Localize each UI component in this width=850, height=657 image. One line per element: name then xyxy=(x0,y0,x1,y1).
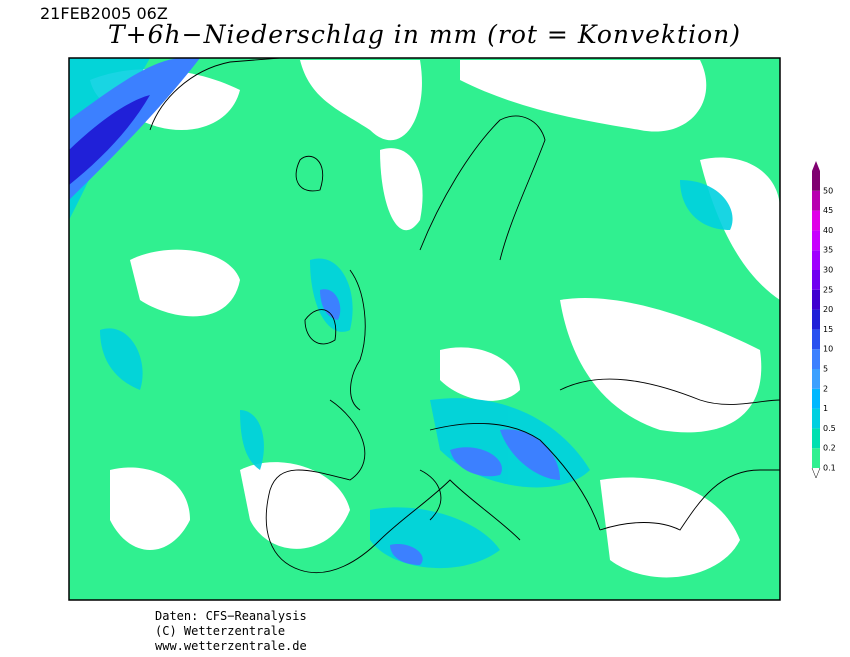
map-frame xyxy=(68,57,781,601)
footer-line: Daten: CFS−Reanalysis xyxy=(155,609,307,623)
title: T+6h−Niederschlag in mm (rot = Konvektio… xyxy=(108,20,741,49)
very-heavy-area xyxy=(69,95,150,185)
coastline xyxy=(149,58,780,574)
heavy-area xyxy=(69,58,560,565)
footer-line: www.wetterzentrale.de xyxy=(155,639,307,653)
legend-label: 25 xyxy=(823,285,833,294)
legend-swatch xyxy=(812,309,820,330)
legend-swatch xyxy=(812,210,820,231)
legend-swatch xyxy=(812,289,820,310)
legend-swatch xyxy=(812,388,820,409)
legend-swatch xyxy=(812,171,820,191)
dry-area xyxy=(90,60,780,578)
legend-swatch xyxy=(812,250,820,270)
legend-label: 1 xyxy=(823,404,828,413)
date: 21FEB2005 06Z xyxy=(40,4,168,23)
legend-label: 20 xyxy=(823,305,833,314)
legend-swatch xyxy=(812,329,820,350)
legend-label: 10 xyxy=(823,345,833,354)
legend-label: 0.1 xyxy=(823,464,836,473)
legend-label: 0.5 xyxy=(823,424,836,433)
legend-swatch xyxy=(812,270,820,290)
legend-label: 30 xyxy=(823,266,833,275)
legend-label: 50 xyxy=(823,186,833,195)
legend-arrow xyxy=(811,467,821,479)
precip-field xyxy=(69,58,780,600)
legend-swatch xyxy=(812,428,820,449)
legend-label: 45 xyxy=(823,206,833,215)
legend-label: 35 xyxy=(823,246,833,255)
legend-swatch xyxy=(812,369,820,389)
legend-swatch xyxy=(812,408,820,429)
legend-label: 5 xyxy=(823,365,828,374)
legend-label: 2 xyxy=(823,384,828,393)
footer-line: (C) Wetterzentrale xyxy=(155,624,286,638)
legend-label: 15 xyxy=(823,325,833,334)
legend-swatch xyxy=(812,448,820,468)
footer: Daten: CFS−Reanalysis (C) Wetterzentrale… xyxy=(155,609,307,654)
legend-swatch xyxy=(812,230,820,251)
legend-swatch xyxy=(812,349,820,369)
legend-swatch xyxy=(812,190,820,211)
legend-label: 0.2 xyxy=(823,444,836,453)
legend-arrow xyxy=(812,161,820,171)
legend-label: 40 xyxy=(823,226,833,235)
